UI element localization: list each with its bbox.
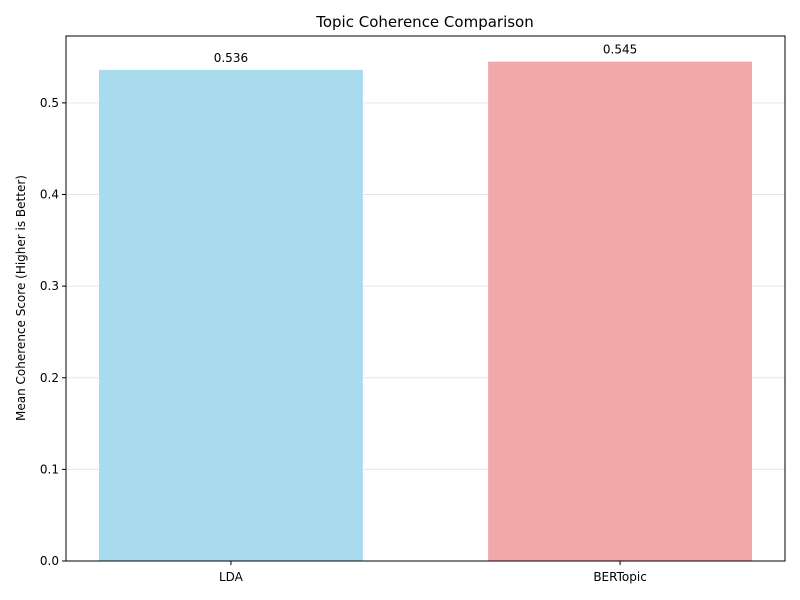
bar-value-label: 0.536 — [214, 51, 248, 65]
y-tick-label: 0.1 — [40, 462, 59, 476]
axis-ticks: 0.0 0.1 0.2 0.3 0.4 0.5 LDA BERTopic — [40, 96, 647, 584]
y-tick-label: 0.4 — [40, 188, 59, 202]
bar-bertopic — [488, 61, 752, 561]
plot-frame — [65, 35, 786, 562]
y-tick-label: 0.2 — [40, 371, 59, 385]
y-tick-label: 0.0 — [40, 554, 59, 568]
y-tick-label: 0.5 — [40, 96, 59, 110]
bar-value-label: 0.545 — [603, 43, 637, 57]
x-tick-label: BERTopic — [593, 570, 646, 584]
y-axis-label: Mean Coherence Score (Higher is Better) — [14, 175, 28, 421]
chart-title: Topic Coherence Comparison — [315, 13, 534, 31]
y-tick-label: 0.3 — [40, 279, 59, 293]
x-tick-label: LDA — [219, 570, 244, 584]
bars — [99, 61, 752, 562]
data-labels: 0.536 0.545 — [214, 43, 638, 65]
bar-lda — [99, 69, 363, 562]
